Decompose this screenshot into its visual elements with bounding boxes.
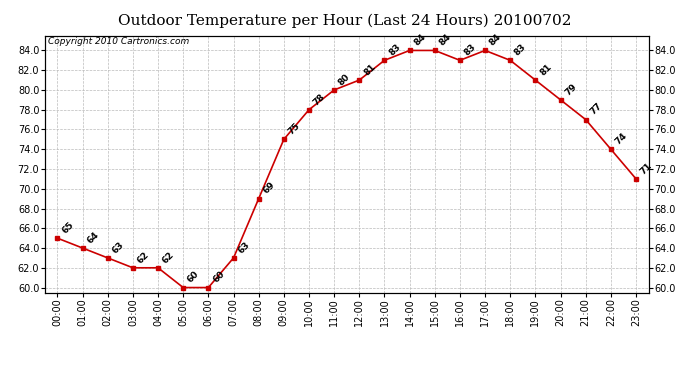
Text: 81: 81	[538, 62, 553, 77]
Text: 80: 80	[337, 72, 352, 87]
Text: Copyright 2010 Cartronics.com: Copyright 2010 Cartronics.com	[48, 37, 189, 46]
Text: 69: 69	[262, 181, 277, 196]
Text: 60: 60	[211, 270, 226, 285]
Text: 65: 65	[60, 220, 75, 236]
Text: 83: 83	[513, 42, 529, 57]
Text: 77: 77	[589, 102, 604, 117]
Text: 71: 71	[639, 161, 654, 176]
Text: 83: 83	[463, 42, 478, 57]
Text: 74: 74	[613, 131, 629, 147]
Text: 79: 79	[563, 82, 579, 97]
Text: 63: 63	[110, 240, 126, 255]
Text: 62: 62	[136, 250, 151, 265]
Text: 84: 84	[413, 32, 428, 48]
Text: 78: 78	[312, 92, 327, 107]
Text: 60: 60	[186, 270, 201, 285]
Text: 63: 63	[236, 240, 251, 255]
Text: 64: 64	[86, 230, 101, 245]
Text: 81: 81	[362, 62, 377, 77]
Text: 84: 84	[488, 32, 503, 48]
Text: 62: 62	[161, 250, 176, 265]
Text: Outdoor Temperature per Hour (Last 24 Hours) 20100702: Outdoor Temperature per Hour (Last 24 Ho…	[118, 13, 572, 27]
Text: 75: 75	[286, 121, 302, 136]
Text: 83: 83	[387, 42, 402, 57]
Text: 84: 84	[437, 32, 453, 48]
